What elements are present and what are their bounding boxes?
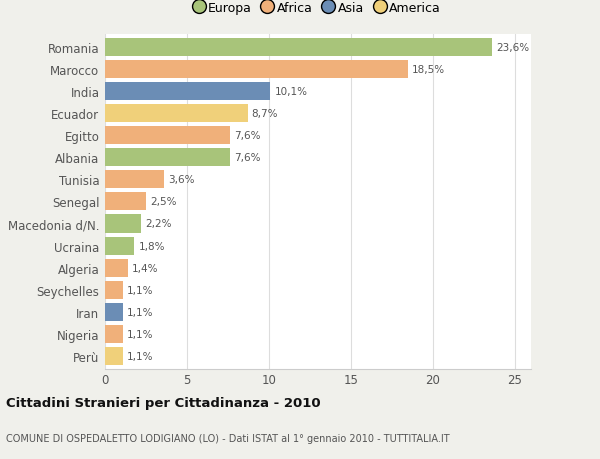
Text: 1,1%: 1,1% [127, 351, 154, 361]
Bar [105, 127, 230, 145]
Legend: Europa, Africa, Asia, America: Europa, Africa, Asia, America [196, 2, 440, 15]
Text: 1,1%: 1,1% [127, 329, 154, 339]
Text: 7,6%: 7,6% [233, 153, 260, 163]
Text: 18,5%: 18,5% [412, 65, 445, 75]
Bar [105, 281, 123, 299]
Text: 23,6%: 23,6% [496, 43, 529, 53]
Bar [105, 61, 408, 79]
Text: 1,1%: 1,1% [127, 285, 154, 295]
Text: 1,8%: 1,8% [139, 241, 165, 251]
Text: 3,6%: 3,6% [168, 175, 194, 185]
Bar [105, 325, 123, 343]
Bar [105, 259, 128, 277]
Text: 2,5%: 2,5% [150, 197, 176, 207]
Text: 8,7%: 8,7% [251, 109, 278, 119]
Bar [105, 149, 230, 167]
Text: COMUNE DI OSPEDALETTO LODIGIANO (LO) - Dati ISTAT al 1° gennaio 2010 - TUTTITALI: COMUNE DI OSPEDALETTO LODIGIANO (LO) - D… [6, 433, 449, 442]
Bar [105, 347, 123, 365]
Text: 2,2%: 2,2% [145, 219, 172, 229]
Text: 7,6%: 7,6% [233, 131, 260, 141]
Bar [105, 105, 248, 123]
Text: Cittadini Stranieri per Cittadinanza - 2010: Cittadini Stranieri per Cittadinanza - 2… [6, 396, 320, 409]
Text: 10,1%: 10,1% [275, 87, 308, 97]
Bar [105, 303, 123, 321]
Text: 1,1%: 1,1% [127, 307, 154, 317]
Bar [105, 83, 271, 101]
Bar [105, 237, 134, 255]
Bar [105, 171, 164, 189]
Bar [105, 193, 146, 211]
Bar [105, 215, 141, 233]
Bar [105, 39, 491, 57]
Text: 1,4%: 1,4% [132, 263, 158, 273]
